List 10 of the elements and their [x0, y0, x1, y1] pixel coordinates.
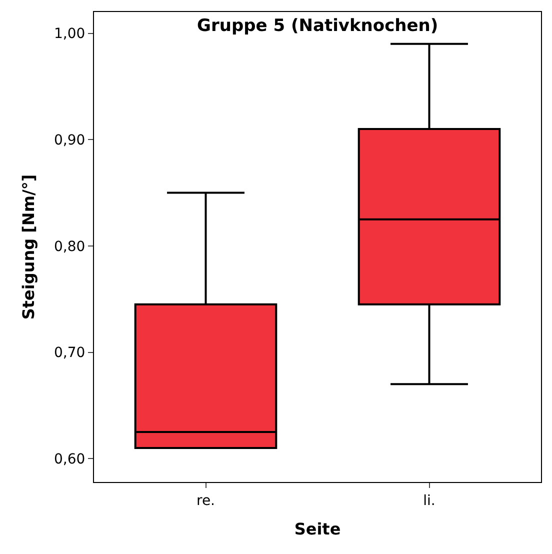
y-tick-label: 0,60 [54, 452, 86, 468]
y-tick-label: 1,00 [54, 26, 86, 42]
y-tick-label: 0,70 [54, 345, 86, 362]
y-axis-title: Steigung [Nm/°] [18, 174, 38, 320]
x-axis-title: Seite [294, 520, 341, 538]
x-tick-label: li. [423, 492, 436, 509]
x-tick-label: re. [196, 492, 216, 509]
y-tick-label: 0,80 [54, 238, 86, 255]
y-tick-label: 0,90 [54, 132, 86, 148]
chart-title: Gruppe 5 (Nativknochen) [197, 16, 438, 36]
